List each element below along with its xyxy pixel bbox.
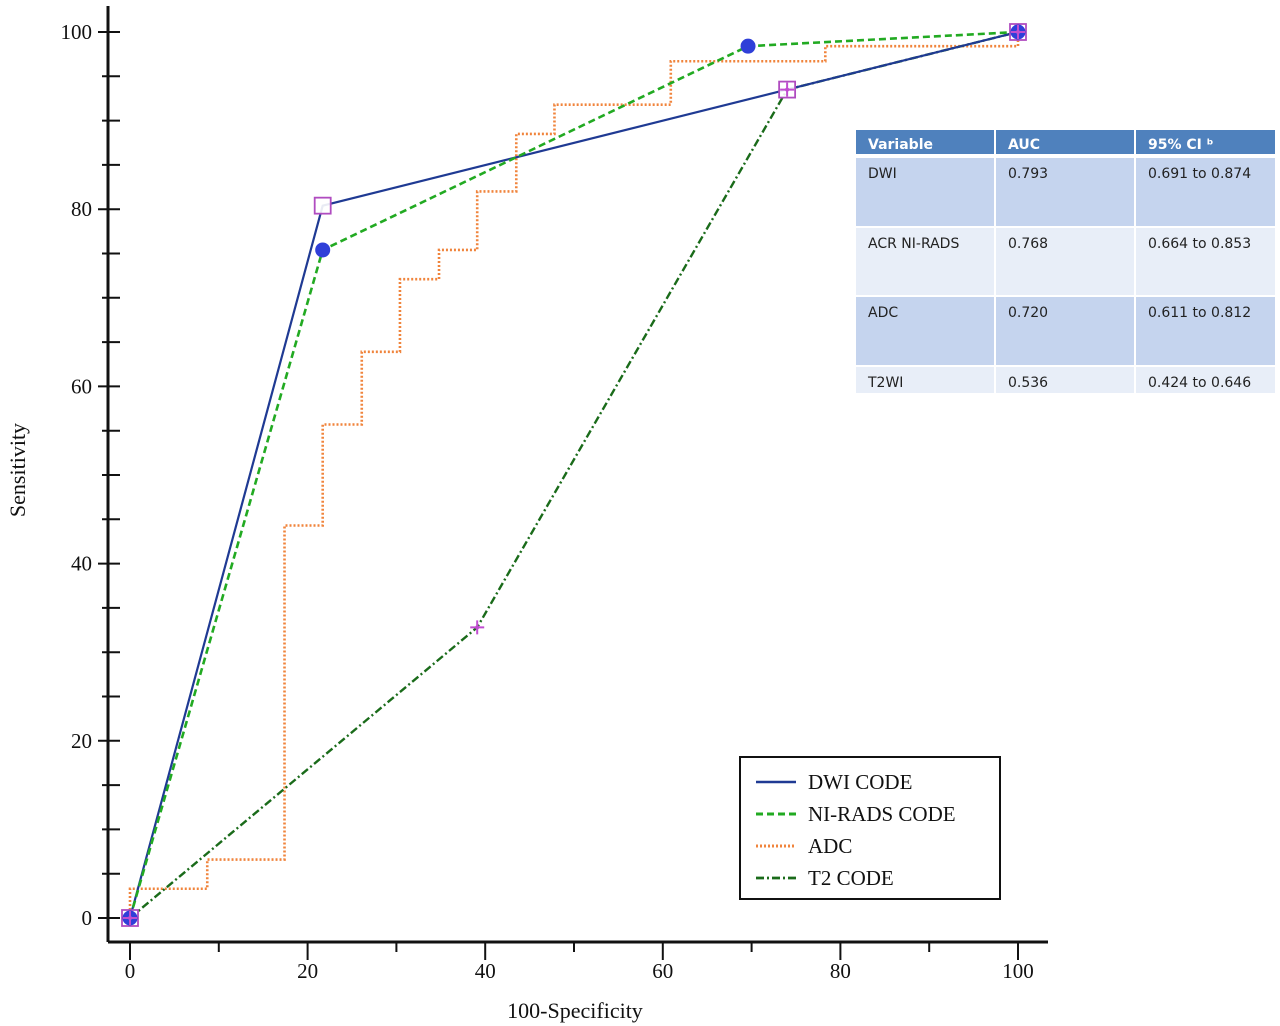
series-ni-rads-code [128, 30, 1019, 919]
y-tick-label: 20 [71, 729, 92, 753]
series-line [128, 30, 1019, 919]
star-marker-center [1016, 30, 1020, 34]
star-marker-center [475, 625, 480, 630]
table-cell-text: ADC [868, 305, 898, 321]
legend-label: NI-RADS CODE [808, 802, 956, 826]
table-cell-text: 0.768 [1008, 236, 1048, 252]
table-cell-text: 0.691 to 0.874 [1148, 166, 1251, 182]
table-cell [996, 158, 1134, 226]
x-tick-labels: 0 20 40 60 80 100 [125, 959, 1034, 983]
series-line [128, 30, 1019, 919]
y-tick-labels: 0 20 40 60 80 100 [61, 20, 93, 930]
circle-marker [740, 38, 756, 54]
y-tick-label: 40 [71, 552, 92, 576]
y-tick-label: 60 [71, 374, 92, 398]
series-dwi-code [128, 30, 1019, 919]
table-header-label: 95% CI ᵇ [1148, 137, 1213, 153]
y-tick-label: 0 [82, 906, 93, 930]
series-layer [121, 23, 1027, 927]
legend-label: ADC [808, 834, 852, 858]
table-cell-text: 0.611 to 0.812 [1148, 305, 1251, 321]
table-cell [856, 158, 994, 226]
y-tick-label: 80 [71, 197, 92, 221]
x-tick-label: 60 [652, 959, 673, 983]
square-marker [313, 196, 332, 215]
table-cell-text: 0.720 [1008, 305, 1048, 321]
table-cell-text: 0.664 to 0.853 [1148, 236, 1251, 252]
table-cell [856, 297, 994, 365]
series-adc [128, 32, 1020, 918]
x-tick-label: 40 [475, 959, 496, 983]
table-cell-text: 0.793 [1008, 166, 1048, 182]
table-cell [1136, 297, 1275, 365]
table-header-label: Variable [868, 137, 933, 153]
x-tick-label: 100 [1002, 959, 1034, 983]
x-tick-label: 80 [830, 959, 851, 983]
star-marker-center [785, 87, 790, 92]
table-header-label: AUC [1008, 137, 1040, 153]
x-tick-label: 0 [125, 959, 136, 983]
table-cell-text: ACR NI-RADS [868, 236, 959, 252]
circle-marker [315, 242, 331, 258]
x-tick-label: 20 [297, 959, 318, 983]
markers-t2-code [123, 25, 1025, 925]
table-cell [996, 228, 1134, 295]
legend-box [739, 756, 1001, 900]
table-cell [856, 367, 994, 393]
table-cell [996, 367, 1134, 393]
legend: DWI CODE NI-RADS CODE ADC T2 CODE [739, 756, 1001, 900]
table-header-cell [996, 130, 1134, 154]
table-cell-text: DWI [868, 166, 897, 182]
y-tick-label: 100 [61, 20, 93, 44]
table-cell-text: 0.536 [1008, 375, 1048, 391]
star-marker-center [128, 916, 132, 920]
legend-label: T2 CODE [808, 866, 894, 890]
table-cell [1136, 228, 1275, 295]
series-t2-code [129, 30, 1019, 919]
table-cell [856, 228, 994, 295]
table-cell [996, 297, 1134, 365]
axes [98, 6, 1048, 960]
table-header-cell [1136, 130, 1275, 154]
x-axis-title: 100-Specificity [507, 998, 643, 1023]
table-cell [1136, 158, 1275, 226]
table-header-cell [856, 130, 994, 154]
auc-table: Variable AUC 95% CI ᵇ DWI 0.793 0.691 to 0.87… [856, 130, 1275, 393]
legend-label: DWI CODE [808, 770, 912, 794]
series-line [129, 30, 1019, 919]
y-axis-title: Sensitivity [5, 423, 30, 517]
series-line [128, 32, 1020, 918]
table-cell-text: 0.424 to 0.646 [1148, 375, 1251, 391]
table-cell-text: T2WI [867, 375, 903, 391]
table-cell [1136, 367, 1275, 393]
